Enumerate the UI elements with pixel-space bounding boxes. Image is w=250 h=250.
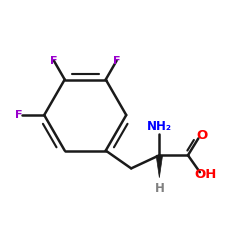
Text: F: F <box>50 56 58 66</box>
Text: O: O <box>197 130 208 142</box>
Text: H: H <box>154 182 164 195</box>
Text: NH₂: NH₂ <box>147 120 172 133</box>
Text: F: F <box>15 110 22 120</box>
Text: F: F <box>113 56 120 66</box>
Polygon shape <box>156 155 162 178</box>
Text: OH: OH <box>194 168 216 181</box>
